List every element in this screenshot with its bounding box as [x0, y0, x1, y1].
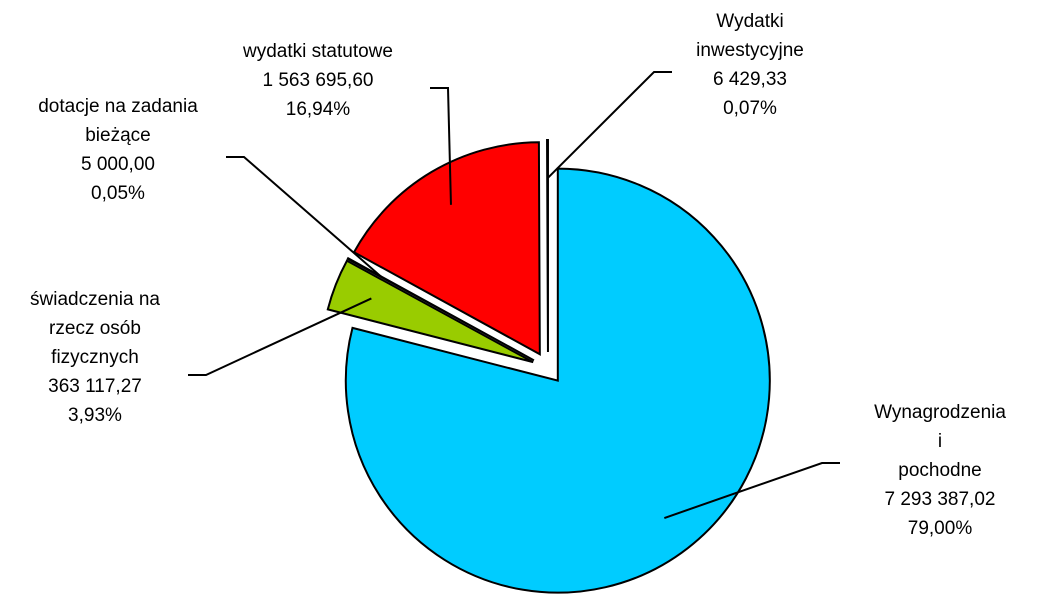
- leader-line: [430, 87, 452, 205]
- slice-value: 5 000,00: [81, 154, 155, 175]
- leader-line: [546, 71, 672, 179]
- leader-line: [664, 462, 840, 519]
- slice-label: Wynagrodzenia i pochodne 7 293 387,02 79,0…: [874, 398, 1006, 543]
- slice-percent: 0,07%: [723, 98, 777, 119]
- slice-percent: 79,00%: [907, 518, 973, 539]
- pie-slice: [352, 141, 541, 356]
- pie-slice: [546, 138, 549, 353]
- pie-slice: [346, 256, 535, 362]
- slice-label: Wydatki inwestycyjne 6 429,33 0,07%: [696, 7, 804, 123]
- slice-percent: 0,05%: [91, 183, 145, 204]
- slice-name: Wynagrodzenia i pochodne: [874, 402, 1006, 481]
- slice-value: 363 117,27: [48, 376, 142, 397]
- slice-percent: 16,94%: [285, 99, 351, 120]
- pie-slice: [344, 167, 771, 594]
- leader-line: [188, 297, 372, 376]
- pie-slice: [326, 259, 534, 364]
- slice-name: dotacje na zadania bieżące: [38, 96, 198, 146]
- slice-value: 1 563 695,60: [262, 70, 374, 91]
- slice-value: 7 293 387,02: [884, 489, 996, 510]
- slice-percent: 3,93%: [68, 405, 122, 426]
- slice-label: wydatki statutowe 1 563 695,60 16,94%: [243, 37, 393, 124]
- slice-name: Wydatki inwestycyjne: [696, 11, 804, 61]
- slice-label: świadczenia na rzecz osób fizycznych 363 …: [30, 285, 160, 430]
- slice-value: 6 429,33: [713, 69, 787, 90]
- leader-line: [226, 156, 383, 278]
- slice-label: dotacje na zadania bieżące 5 000,00 0,05%: [38, 92, 198, 208]
- slice-name: świadczenia na rzecz osób fizycznych: [30, 289, 160, 368]
- slice-name: wydatki statutowe: [243, 41, 393, 62]
